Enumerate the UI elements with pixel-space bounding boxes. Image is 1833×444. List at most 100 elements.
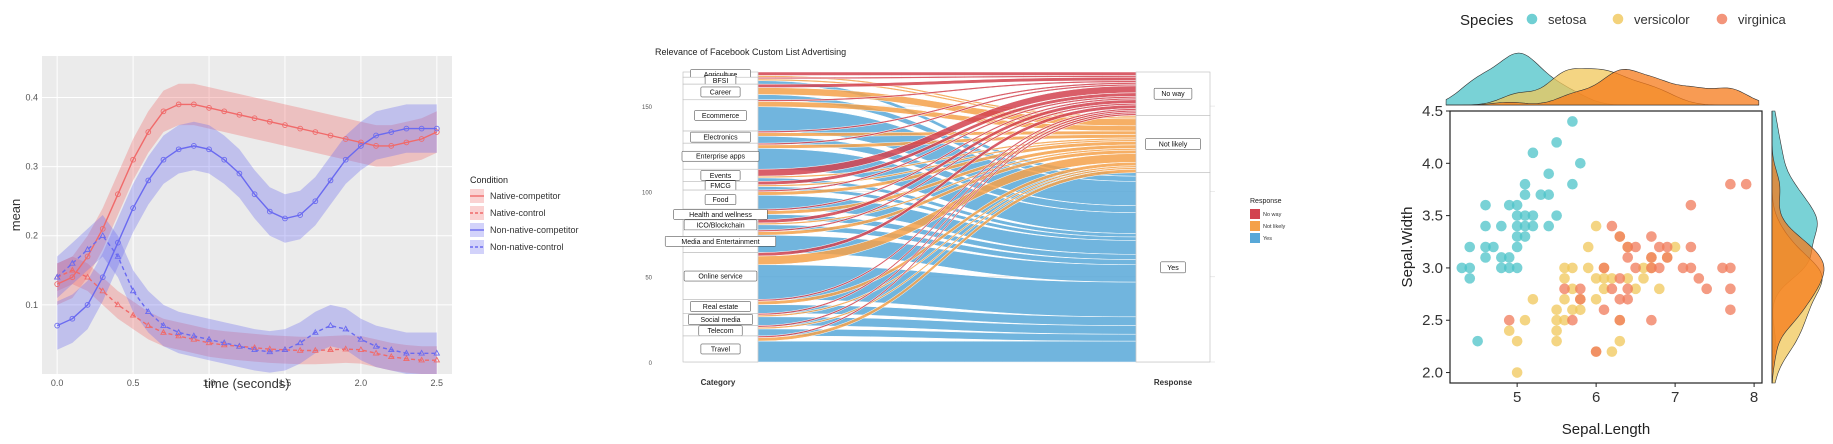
data-point — [160, 321, 167, 328]
legend-title: Condition — [470, 175, 508, 185]
x-tick-label: 0.5 — [127, 378, 140, 388]
data-point — [54, 281, 61, 287]
point-virginica — [1606, 283, 1618, 295]
data-point — [236, 111, 243, 118]
point-virginica — [1567, 314, 1578, 326]
ribbon-native-control — [57, 256, 437, 374]
point-virginica — [1503, 314, 1515, 326]
point-virginica — [1622, 241, 1634, 253]
point-setosa — [1527, 220, 1539, 232]
data-point — [160, 156, 167, 163]
category-label: Career — [710, 89, 732, 96]
chart-title: Relevance of Facebook Custom List Advert… — [655, 47, 846, 57]
point-versicolor — [1590, 273, 1602, 284]
point-setosa — [1511, 210, 1523, 221]
x-tick-labels: 0.0 0.5 1.0 1.5 2.0 2.5 — [51, 378, 443, 388]
data-point — [387, 353, 395, 359]
response-label-box — [1145, 138, 1201, 150]
category-label-box — [681, 150, 760, 162]
alluvial-chart: Relevance of Facebook Custom List Advert… — [642, 47, 1286, 387]
data-point — [297, 125, 303, 132]
alluvial-flows — [757, 71, 1137, 363]
data-point — [433, 125, 440, 132]
data-point — [175, 101, 182, 108]
data-point — [312, 198, 319, 205]
point-setosa — [1464, 273, 1476, 284]
top-density — [1445, 52, 1760, 106]
data-point — [296, 346, 304, 353]
x-tick-labels: 5 6 7 8 — [1513, 383, 1758, 406]
point-versicolor — [1638, 273, 1649, 284]
x-tick-label: 2.5 — [431, 378, 444, 388]
point-virginica — [1622, 283, 1634, 295]
point-versicolor — [1606, 346, 1618, 357]
point-setosa — [1567, 116, 1578, 127]
data-point — [99, 274, 106, 281]
y-tick-labels: 0 50 100 150 — [642, 105, 653, 367]
line-non-native-control — [56, 234, 437, 354]
data-point — [311, 328, 319, 335]
point-setosa — [1519, 210, 1531, 221]
data-point — [358, 139, 364, 146]
data-point — [69, 274, 76, 281]
legend: Response No way Not likely Yes — [1250, 198, 1286, 243]
category-label: FMCG — [710, 183, 731, 190]
data-point — [145, 129, 152, 135]
legend-label: No way — [1263, 212, 1282, 218]
point-virginica — [1701, 283, 1713, 295]
category-label: Electronics — [703, 135, 738, 142]
iris-scatter-chart: Species setosa versicolor virginica 5 6 7 8 2… — [1399, 12, 1825, 438]
point-setosa — [1519, 178, 1531, 190]
data-point — [251, 115, 258, 122]
point-versicolor — [1598, 273, 1610, 284]
point-versicolor — [1614, 335, 1626, 347]
point-virginica — [1646, 262, 1657, 274]
top-density-virginica — [1446, 68, 1760, 106]
data-point — [54, 322, 61, 329]
point-setosa — [1519, 220, 1531, 232]
data-point — [418, 349, 426, 356]
data-point — [190, 332, 198, 339]
y-tick-label: 2.0 — [1422, 365, 1443, 382]
x-tick-label: 0.0 — [51, 378, 64, 388]
y-tick-labels: 2.0 2.5 3.0 3.5 4.0 4.5 — [1422, 103, 1450, 382]
data-point — [327, 177, 334, 184]
category-label-box — [704, 194, 737, 205]
data-point — [205, 335, 213, 342]
data-point — [357, 335, 365, 342]
data-point — [403, 139, 410, 146]
data-point — [99, 225, 106, 232]
data-point — [251, 344, 258, 350]
point-virginica — [1661, 241, 1673, 253]
point-versicolor — [1590, 294, 1602, 305]
legend-label: versicolor — [1634, 12, 1690, 27]
data-point — [418, 136, 425, 142]
y-axis-label: Sepal.Width — [1399, 207, 1416, 288]
data-point — [236, 342, 243, 349]
data-point — [266, 208, 273, 215]
point-versicolor — [1582, 262, 1594, 274]
data-point — [282, 215, 288, 222]
category-label-box — [694, 110, 747, 121]
point-setosa — [1543, 168, 1555, 180]
category-label: ICO/Blockchain — [696, 222, 744, 229]
data-point — [418, 125, 425, 132]
point-setosa — [1535, 189, 1547, 200]
data-point — [236, 170, 243, 177]
point-versicolor — [1598, 283, 1610, 295]
data-point — [115, 191, 121, 198]
flow-yes — [757, 340, 1137, 363]
point-setosa — [1503, 252, 1515, 263]
category-label: Food — [713, 197, 729, 204]
data-point — [296, 339, 304, 346]
point-setosa — [1511, 199, 1523, 211]
point-versicolor — [1527, 294, 1539, 305]
point-versicolor — [1551, 335, 1562, 347]
point-setosa — [1575, 158, 1586, 169]
point-virginica — [1725, 262, 1736, 274]
point-setosa — [1464, 241, 1476, 253]
point-versicolor — [1559, 262, 1570, 274]
data-point — [403, 125, 410, 132]
point-setosa — [1464, 262, 1476, 274]
grid-lines — [42, 56, 452, 374]
